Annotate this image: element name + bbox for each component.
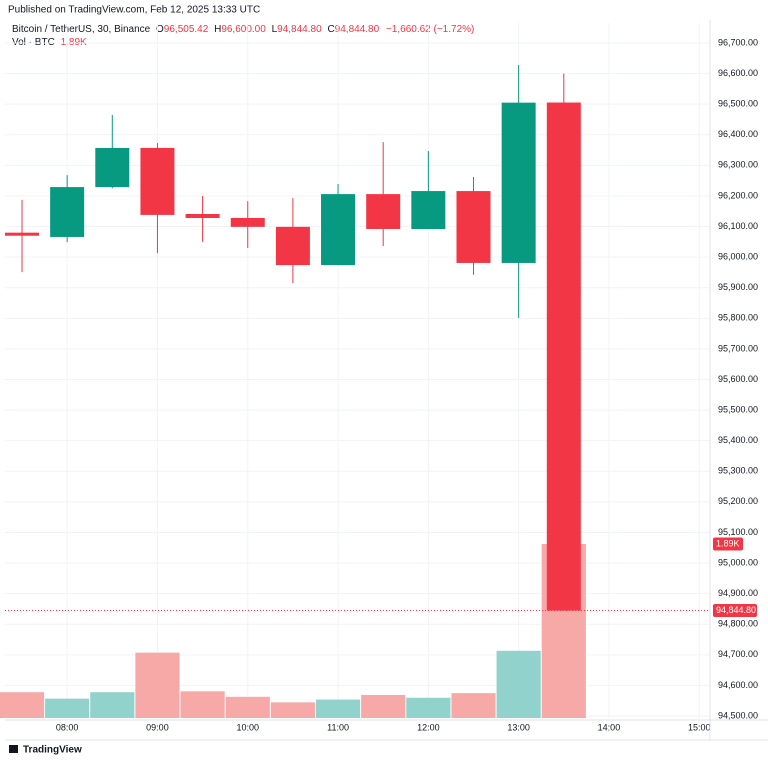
candle-body bbox=[411, 191, 446, 229]
candle-body bbox=[140, 147, 175, 215]
x-tick-label: 14:00 bbox=[598, 722, 621, 732]
y-tick-label: 95,000.00 bbox=[718, 557, 758, 567]
low-value: 94,844.80 bbox=[277, 24, 322, 35]
y-tick-label: 96,100.00 bbox=[718, 221, 758, 231]
candle-body bbox=[546, 102, 581, 611]
candle-body bbox=[456, 191, 491, 263]
y-tick-label: 95,600.00 bbox=[718, 374, 758, 384]
candle-body bbox=[50, 187, 85, 237]
published-note: Published on TradingView.com, Feb 12, 20… bbox=[8, 5, 260, 16]
candle-body bbox=[366, 194, 401, 229]
y-tick-label: 96,300.00 bbox=[718, 160, 758, 170]
low-key: L bbox=[272, 24, 278, 35]
y-tick-label: 94,600.00 bbox=[718, 680, 758, 690]
close-value: 94,844.80 bbox=[335, 24, 380, 35]
y-tick-label: 96,000.00 bbox=[718, 252, 758, 262]
y-tick-label: 94,500.00 bbox=[718, 710, 758, 720]
candle-body bbox=[230, 217, 265, 227]
x-tick-label: 11:00 bbox=[327, 722, 349, 732]
close-key: C bbox=[327, 24, 334, 35]
y-tick-label: 94,800.00 bbox=[718, 619, 758, 629]
x-tick-label: 09:00 bbox=[146, 722, 169, 732]
volume-bar bbox=[45, 698, 90, 718]
volume-bar bbox=[225, 696, 270, 718]
y-tick-label: 96,700.00 bbox=[718, 37, 758, 47]
plot-area: 94,500.00 94,600.00 94,700.00 94,800.00 94,9… bbox=[0, 20, 768, 740]
open-key: O bbox=[156, 24, 164, 35]
y-tick-label: 95,500.00 bbox=[718, 404, 758, 414]
y-tick-label: 94,700.00 bbox=[718, 649, 758, 659]
y-tick-label: 96,600.00 bbox=[718, 68, 758, 78]
last-price-badge bbox=[713, 604, 757, 618]
volume-bar bbox=[135, 652, 180, 718]
volume-legend: Vol · BTC 1.89K bbox=[12, 37, 87, 48]
candle-body bbox=[5, 232, 39, 236]
candle-body bbox=[275, 226, 310, 266]
x-tick-label: 13:00 bbox=[507, 722, 530, 732]
last-volume-label: 1.89K bbox=[716, 538, 740, 548]
y-tick-label: 95,900.00 bbox=[718, 282, 758, 292]
y-tick-label: 94,900.00 bbox=[718, 588, 758, 598]
logo: TradingView bbox=[23, 745, 82, 756]
candle-body bbox=[95, 147, 130, 188]
volume-bar bbox=[270, 702, 315, 718]
x-tick-label: 12:00 bbox=[417, 722, 440, 732]
candle-body bbox=[321, 194, 356, 266]
candle-body bbox=[501, 102, 536, 263]
volume-bar bbox=[361, 694, 406, 718]
y-tick-label: 95,700.00 bbox=[718, 343, 758, 353]
y-tick-label: 95,200.00 bbox=[718, 496, 758, 506]
open-value: 96,505.42 bbox=[164, 24, 209, 35]
volume-value: 1.89K bbox=[61, 37, 87, 48]
volume-bar bbox=[180, 691, 225, 718]
y-tick-label: 95,100.00 bbox=[718, 527, 758, 537]
volume-bar bbox=[496, 650, 541, 718]
y-tick-label: 96,500.00 bbox=[718, 99, 758, 109]
volume-bar bbox=[315, 699, 361, 718]
volume-bar bbox=[406, 697, 451, 718]
x-tick-label: 08:00 bbox=[56, 722, 79, 732]
y-tick-label: 95,300.00 bbox=[718, 466, 758, 476]
volume-bar bbox=[90, 692, 135, 718]
x-tick-label: 10:00 bbox=[236, 722, 259, 732]
legend-line: Bitcoin / TetherUS, 30, Binance O96,505.… bbox=[12, 24, 474, 35]
x-tick-label: 15:00 bbox=[688, 722, 711, 732]
volume-bar bbox=[451, 693, 496, 718]
logo-mark bbox=[9, 745, 18, 753]
y-tick-label: 95,400.00 bbox=[718, 435, 758, 445]
symbol: Bitcoin / TetherUS, 30, Binance bbox=[12, 24, 151, 35]
last-price-label: 94,844.80 bbox=[716, 605, 756, 615]
y-tick-label: 95,800.00 bbox=[718, 313, 758, 323]
high-key: H bbox=[214, 24, 221, 35]
y-tick-label: 96,400.00 bbox=[718, 129, 758, 139]
change-value: −1,660.62 (−1.72%) bbox=[386, 24, 474, 35]
last-volume-badge bbox=[713, 537, 743, 551]
high-value: 96,600.00 bbox=[221, 24, 266, 35]
volume-key: Vol · BTC bbox=[12, 37, 55, 48]
y-tick-label: 96,200.00 bbox=[718, 190, 758, 200]
volume-bar bbox=[0, 692, 45, 718]
candle-body bbox=[185, 214, 220, 218]
